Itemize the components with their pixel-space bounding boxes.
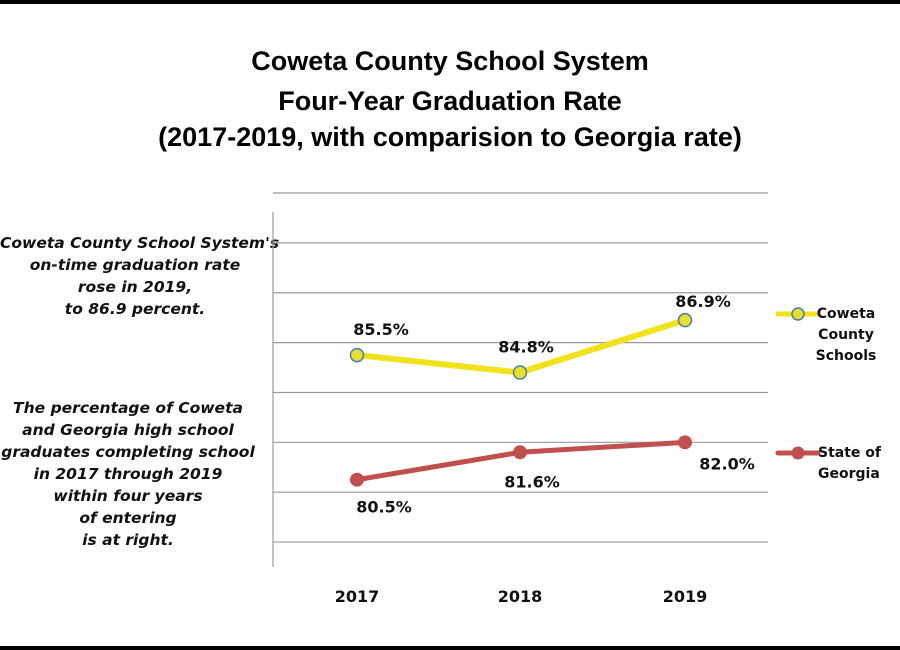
data-label: 82.0% <box>699 454 755 473</box>
note-graduation-rose: Coweta County School System's on-time gr… <box>0 232 280 320</box>
note-line: in 2017 through 2019 <box>33 465 223 483</box>
note-line: to 86.9 percent. <box>64 300 206 318</box>
legend-label: State of <box>818 445 882 461</box>
legend-swatch-marker <box>791 446 805 460</box>
chart-title-line-1: Coweta County School System <box>251 46 649 76</box>
data-label: 84.8% <box>498 338 554 357</box>
x-tick-label: 2019 <box>663 587 708 606</box>
chart-title-line-2: Four-Year Graduation Rate <box>278 86 622 116</box>
legend-label: Schools <box>816 348 877 364</box>
note-line: and Georgia high school <box>22 421 234 439</box>
note-line: Coweta County School System's <box>0 234 280 252</box>
note-percentage-explanation: The percentage of Coweta and Georgia hig… <box>0 397 256 551</box>
data-label: 85.5% <box>353 320 409 339</box>
x-tick-label: 2018 <box>498 587 543 606</box>
data-point <box>350 472 364 487</box>
note-line: on-time graduation rate <box>29 256 241 274</box>
note-line: is at right. <box>82 531 174 549</box>
slide: Coweta County School System Four-Year Gr… <box>0 4 900 646</box>
legend-label: Georgia <box>818 466 880 482</box>
note-line: graduates completing school <box>1 443 255 461</box>
legend-label: Coweta <box>817 306 875 322</box>
note-line: of entering <box>79 509 177 527</box>
data-point <box>677 312 693 328</box>
data-point <box>512 365 528 380</box>
chart-title-line-3: (2017-2019, with comparision to Georgia … <box>158 122 742 152</box>
data-point <box>513 445 527 460</box>
note-line: within four years <box>53 487 203 505</box>
x-tick-label: 2017 <box>335 587 380 606</box>
note-line: rose in 2019, <box>77 278 193 296</box>
data-label: 80.5% <box>356 498 412 517</box>
legend-swatch-marker <box>791 307 805 321</box>
data-point <box>349 347 365 363</box>
note-line: The percentage of Coweta <box>13 399 243 417</box>
data-label: 86.9% <box>675 292 731 311</box>
data-label: 81.6% <box>504 472 560 491</box>
legend-label: County <box>818 327 874 343</box>
graduation-rate-line-chart: 2017 2018 2019 85.5% 84.8% 86.9% 80.5% 81.6% 82.… <box>272 192 882 606</box>
data-point <box>678 435 692 450</box>
